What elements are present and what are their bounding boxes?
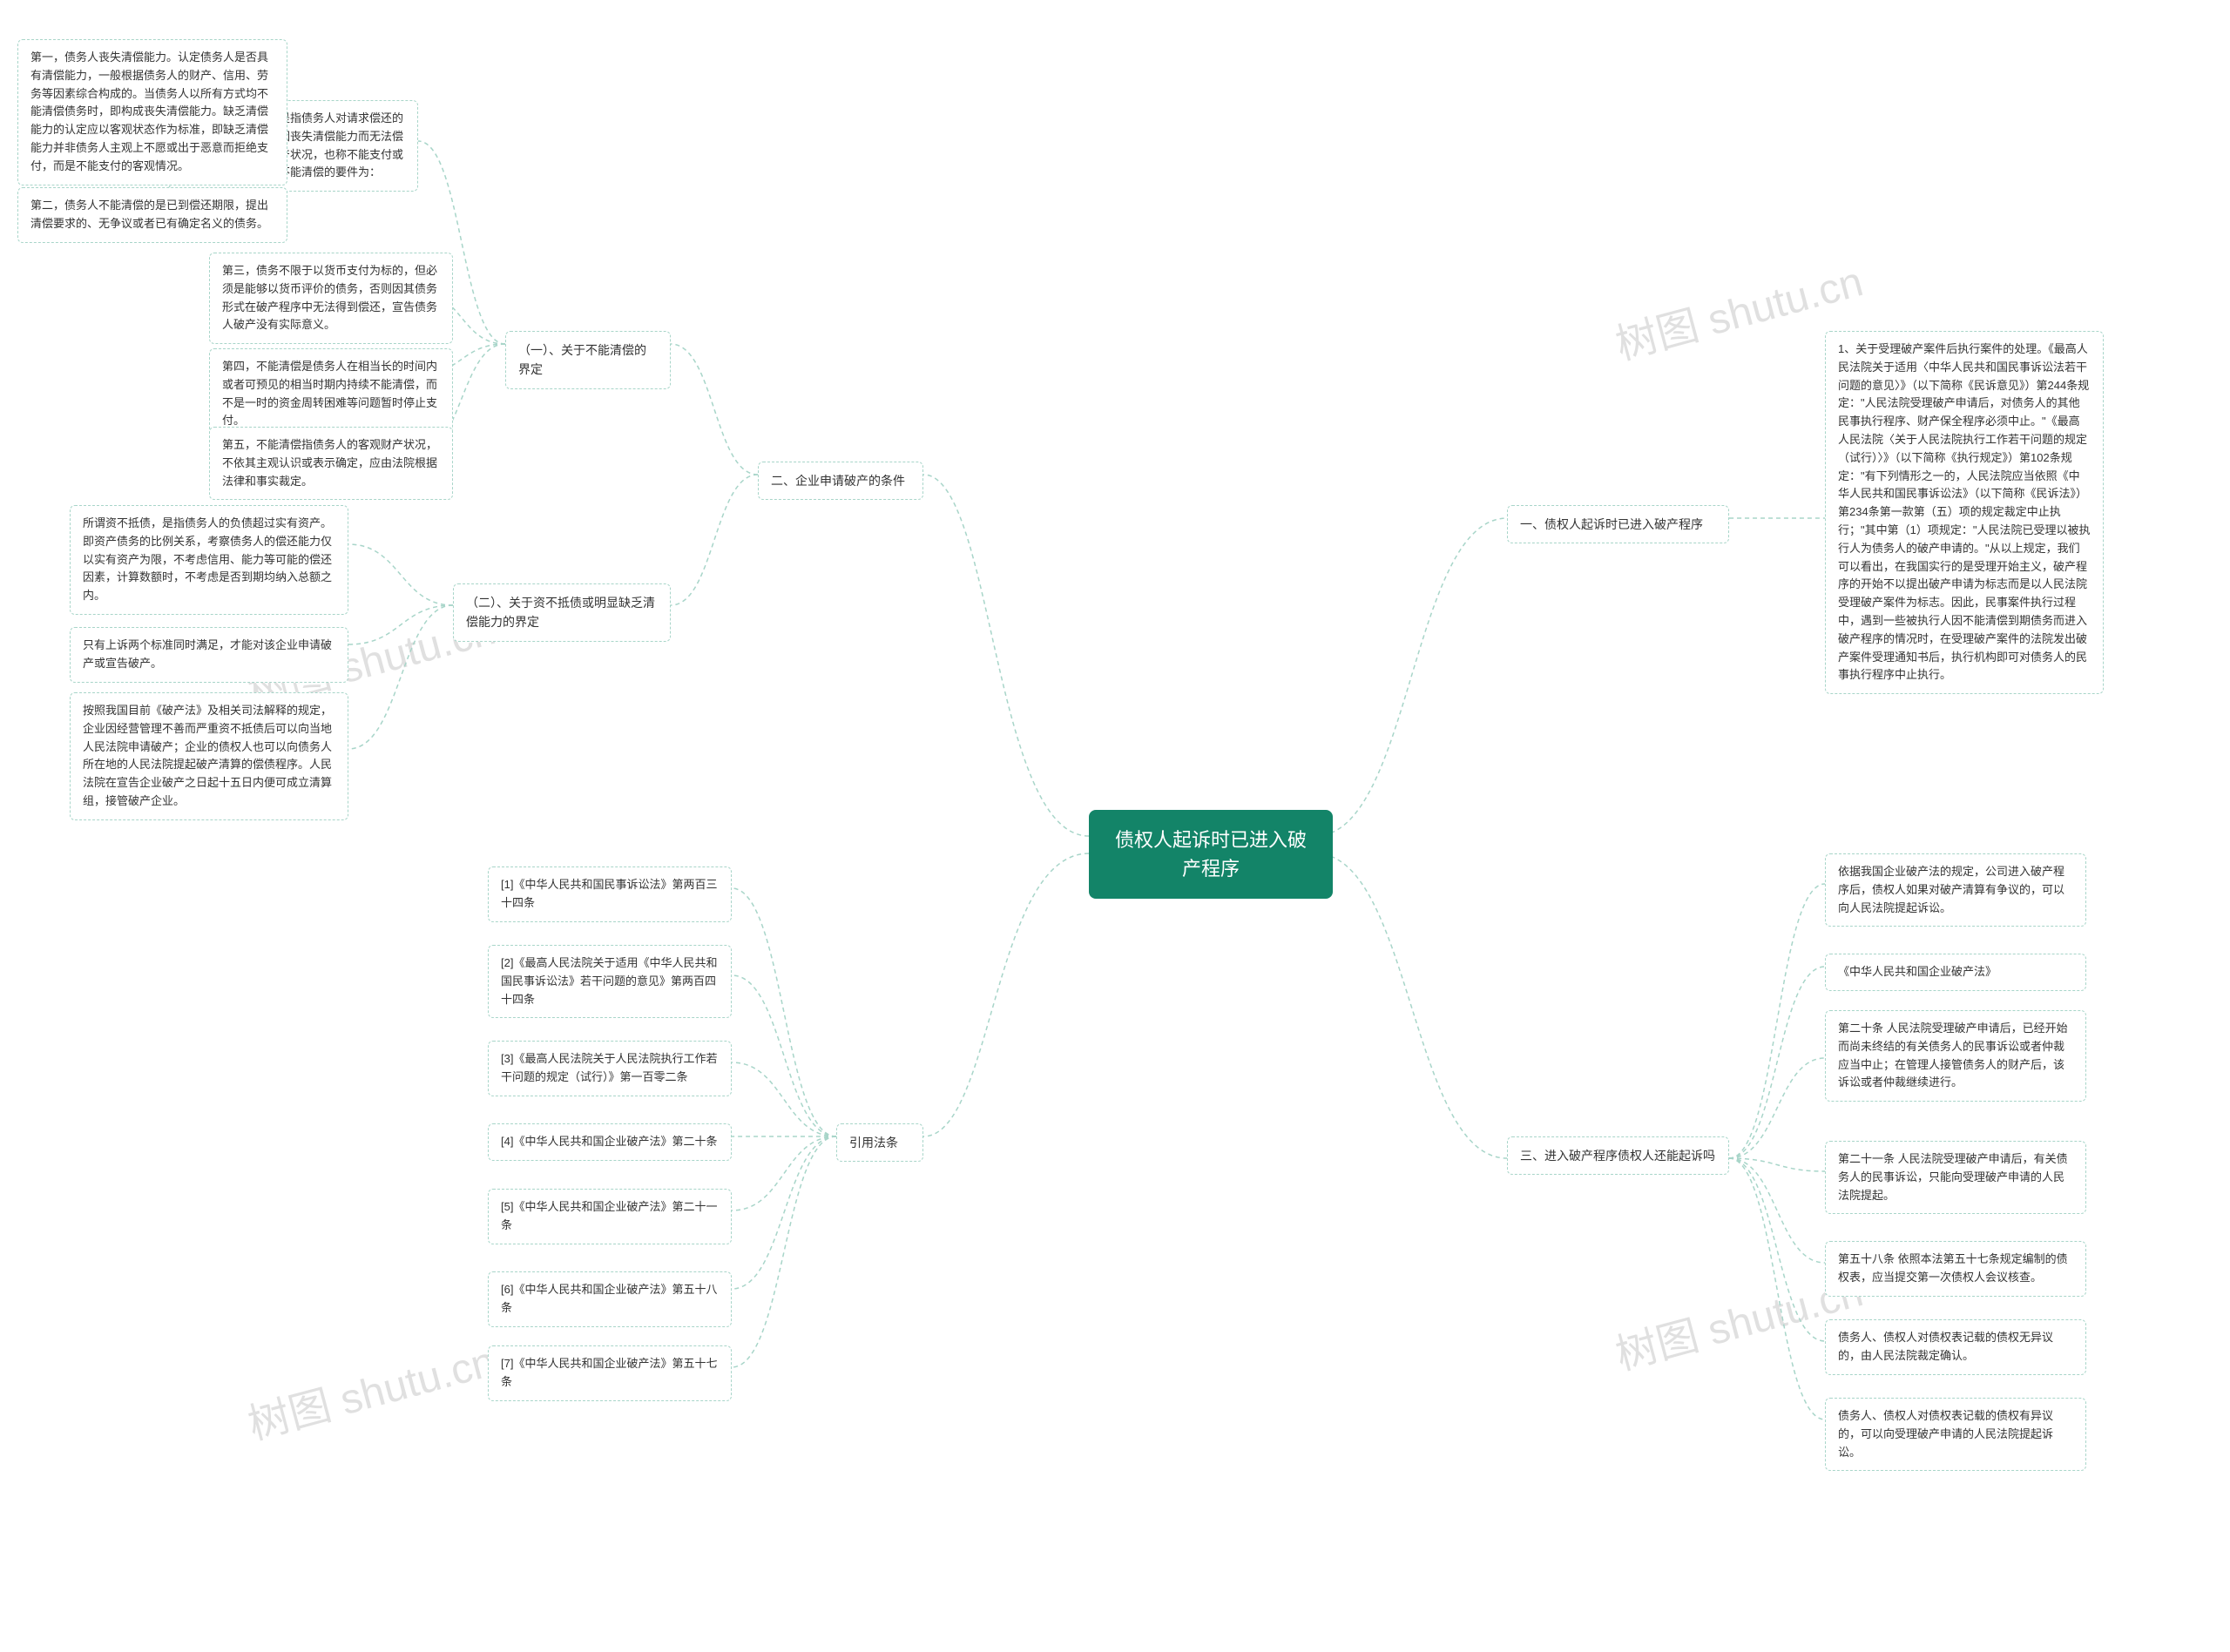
branch-3-leaf-5: 债务人、债权人对债权表记载的债权无异议的，由人民法院裁定确认。 [1825, 1319, 2086, 1375]
branch-3: 三、进入破产程序债权人还能起诉吗 [1507, 1136, 1729, 1175]
branch-2-sub1: （一）、关于不能清偿的界定 [505, 331, 671, 389]
refs-leaf-0: [1]《中华人民共和国民事诉讼法》第两百三十四条 [488, 866, 732, 922]
branch-3-leaf-6: 债务人、债权人对债权表记载的债权有异议的，可以向受理破产申请的人民法院提起诉讼。 [1825, 1398, 2086, 1471]
refs-leaf-5: [6]《中华人民共和国企业破产法》第五十八条 [488, 1271, 732, 1327]
refs-leaf-4: [5]《中华人民共和国企业破产法》第二十一条 [488, 1189, 732, 1244]
refs-leaf-2: [3]《最高人民法院关于人民法院执行工作若干问题的规定（试行）》第一百零二条 [488, 1041, 732, 1096]
refs-leaf-1: [2]《最高人民法院关于适用《中华人民共和国民事诉讼法》若干问题的意见》第两百四… [488, 945, 732, 1018]
branch-1: 一、债权人起诉时已进入破产程序 [1507, 505, 1729, 543]
branch-2-sub1-leaf-1: 第二，债务人不能清偿的是已到偿还期限，提出清偿要求的、无争议或者已有确定名义的债… [17, 187, 287, 243]
refs-leaf-6: [7]《中华人民共和国企业破产法》第五十七条 [488, 1345, 732, 1401]
refs-leaf-3: [4]《中华人民共和国企业破产法》第二十条 [488, 1123, 732, 1161]
branch-2: 二、企业申请破产的条件 [758, 462, 923, 500]
branch-2-sub1-leaf-2: 第三，债务不限于以货币支付为标的，但必须是能够以货币评价的债务，否则因其债务形式… [209, 253, 453, 344]
branch-2-sub1-leaf-0: 第一，债务人丧失清偿能力。认定债务人是否具有清偿能力，一般根据债务人的财产、信用… [17, 39, 287, 185]
watermark: 树图 shutu.cn [240, 1327, 501, 1452]
branch-2-sub1-leaf-4: 第五，不能清偿指债务人的客观财产状况，不依其主观认识或表示确定，应由法院根据法律… [209, 427, 453, 500]
branch-refs: 引用法条 [836, 1123, 923, 1162]
branch-3-leaf-4: 第五十八条 依照本法第五十七条规定编制的债权表，应当提交第一次债权人会议核查。 [1825, 1241, 2086, 1297]
branch-2-sub2-leaf-0: 所谓资不抵债，是指债务人的负债超过实有资产。即资产债务的比例关系，考察债务人的偿… [70, 505, 348, 615]
branch-3-leaf-2: 第二十条 人民法院受理破产申请后，已经开始而尚未终结的有关债务人的民事诉讼或者仲… [1825, 1010, 2086, 1102]
branch-3-leaf-3: 第二十一条 人民法院受理破产申请后，有关债务人的民事诉讼，只能向受理破产申请的人… [1825, 1141, 2086, 1214]
branch-2-sub2-leaf-1: 只有上诉两个标准同时满足，才能对该企业申请破产或宣告破产。 [70, 627, 348, 683]
branch-2-sub2-leaf-2: 按照我国目前《破产法》及相关司法解释的规定，企业因经营管理不善而严重资不抵债后可… [70, 692, 348, 820]
mindmap-center: 债权人起诉时已进入破产程序 [1089, 810, 1333, 899]
branch-1-leaf-0: 1、关于受理破产案件后执行案件的处理。《最高人民法院关于适用〈中华人民共和国民事… [1825, 331, 2104, 694]
branch-3-leaf-1: 《中华人民共和国企业破产法》 [1825, 954, 2086, 991]
branch-2-sub2: （二）、关于资不抵债或明显缺乏清偿能力的界定 [453, 583, 671, 642]
branch-3-leaf-0: 依据我国企业破产法的规定，公司进入破产程序后，债权人如果对破产清算有争议的，可以… [1825, 853, 2086, 927]
